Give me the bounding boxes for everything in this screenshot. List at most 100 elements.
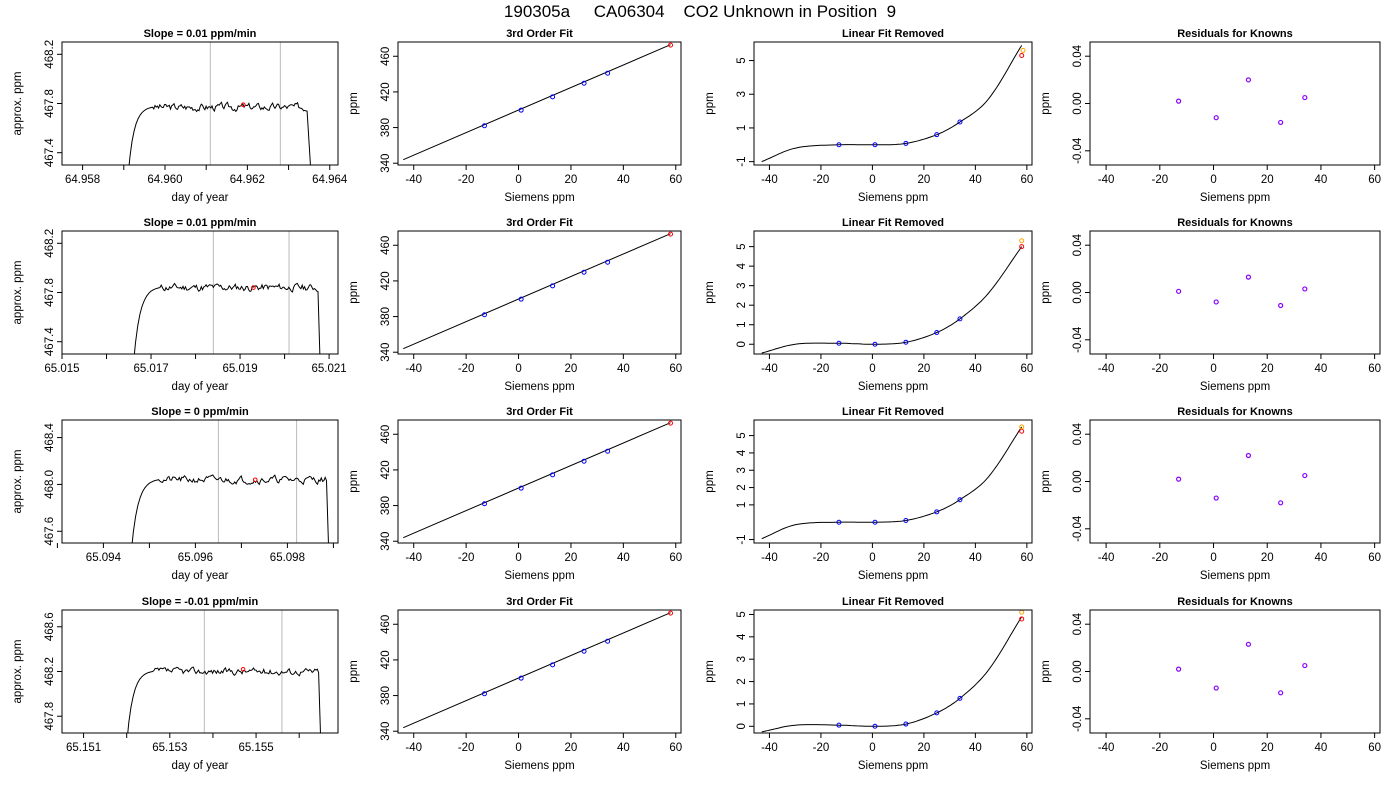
plot-area [131,420,329,543]
unknown-point [668,610,674,616]
residual-point [1302,472,1308,479]
y-axis-label: ppm [1040,92,1052,114]
known-standard-point [581,458,587,464]
x-axis-label: Siemens ppm [1200,381,1270,393]
known-standard-point [518,296,524,302]
x-tick-label: 60 [1368,742,1381,754]
plot-frame [61,230,339,355]
y-tick-label: 5 [736,432,748,438]
x-tick-label: 60 [1368,552,1381,564]
plot-area [127,610,321,733]
x-tick-label: 65.098 [270,552,305,564]
known-standard-point [872,723,878,729]
known-standard-point [481,123,487,129]
x-tick-label: 60 [1020,174,1033,186]
panel-title: Slope = 0 ppm/min [151,406,249,418]
y-tick-label: 4 [736,633,748,640]
unknown-point [668,231,674,237]
panel-0-2: Linear Fit Removed Siemens ppm ppm -40 -20 0 2… [704,28,1033,204]
y-tick-label: 420 [380,271,392,290]
x-axis-label: day of year [172,192,229,204]
y-tick-label: 3 [736,656,748,662]
plot-area [403,420,674,539]
residual-point [1213,495,1219,501]
y-tick-label: 460 [380,425,392,444]
x-tick-label: 65.155 [238,742,273,754]
x-tick-label: -20 [813,552,830,564]
unknown-point [1019,244,1025,250]
panel-3-1: 3rd Order Fit Siemens ppm ppm -40 -20 0 20 40 60… [348,596,682,772]
x-axis-label: Siemens ppm [858,192,928,204]
x-tick-label: 60 [1020,742,1033,754]
x-tick-label: 65.021 [312,363,347,375]
x-tick-label: 20 [1261,742,1274,754]
y-tick-label: -0.04 [1072,515,1084,542]
residual-point [1278,500,1284,506]
concentration-trace [133,282,321,354]
fit-curve [761,246,1023,354]
x-axis-label: Siemens ppm [858,381,928,393]
x-tick-label: -20 [813,363,830,375]
unknown-point [1019,610,1025,615]
unknown-point [668,420,674,426]
x-tick-label: -20 [458,363,475,375]
y-tick-label: 380 [380,118,392,137]
x-tick-label: 60 [669,174,682,186]
y-tick-label: 340 [380,343,392,362]
known-standard-point [581,648,587,654]
y-tick-label: 468.0 [44,470,56,499]
panel-3-2: Linear Fit Removed Siemens ppm ppm -40 -20 0 2… [704,596,1033,772]
x-tick-label: 64.962 [230,174,265,186]
y-tick-label: 3 [736,282,748,288]
y-tick-label: 0.00 [1072,470,1084,492]
x-tick-label: 40 [969,742,982,754]
panel-1-0: Slope = 0.01 ppm/min day of year approx. p… [12,217,347,393]
y-tick-label: 467.6 [44,517,56,546]
y-tick-label: 467.8 [44,702,56,731]
plot-frame [1089,609,1381,734]
y-axis-label: ppm [1040,281,1052,303]
known-standard-point [550,472,556,478]
y-tick-label: 468.4 [44,423,56,452]
y-axis-label: ppm [704,281,716,303]
y-axis-label: approx. ppm [12,261,24,325]
x-tick-label: 0 [1210,363,1216,375]
x-axis-label: day of year [172,381,229,393]
x-axis-label: Siemens ppm [858,570,928,582]
x-tick-label: 0 [515,742,521,754]
residual-point [1245,274,1252,280]
unknown-point [1019,52,1025,58]
x-axis-label: Siemens ppm [858,760,928,772]
panel-title: Linear Fit Removed [842,596,944,608]
y-tick-label: 0.04 [1072,233,1084,256]
panel-title: Linear Fit Removed [842,406,944,418]
x-axis-label: Siemens ppm [504,192,574,204]
known-standard-point [605,448,611,454]
residual-point [1245,452,1252,459]
residual-point [1245,77,1252,83]
x-tick-label: 65.151 [66,742,101,754]
y-tick-label: 467.8 [44,278,56,307]
known-standard-point [934,509,940,515]
residual-point [1176,476,1182,482]
plot-frame [1089,230,1381,355]
unknown-point [1020,47,1026,53]
known-standard-point [481,312,487,318]
residual-point [1213,299,1219,305]
x-tick-label: 20 [917,363,930,375]
panel-title: 3rd Order Fit [506,28,573,40]
y-tick-label: 380 [380,496,392,515]
known-standard-point [903,517,909,523]
panel-title: Linear Fit Removed [842,28,944,40]
panel-2-2: Linear Fit Removed Siemens ppm ppm -40 -20 0 2… [704,406,1033,582]
plot-frame [1089,41,1381,166]
panel-0-0: Slope = 0.01 ppm/min day of year approx. p… [12,28,348,204]
known-standard-point [957,497,963,503]
y-tick-label: 4 [736,262,748,269]
residual-point [1302,662,1308,669]
known-standard-point [550,283,556,289]
known-standard-point [550,94,556,100]
x-tick-label: 0 [515,363,521,375]
x-tick-label: 0 [515,174,521,186]
